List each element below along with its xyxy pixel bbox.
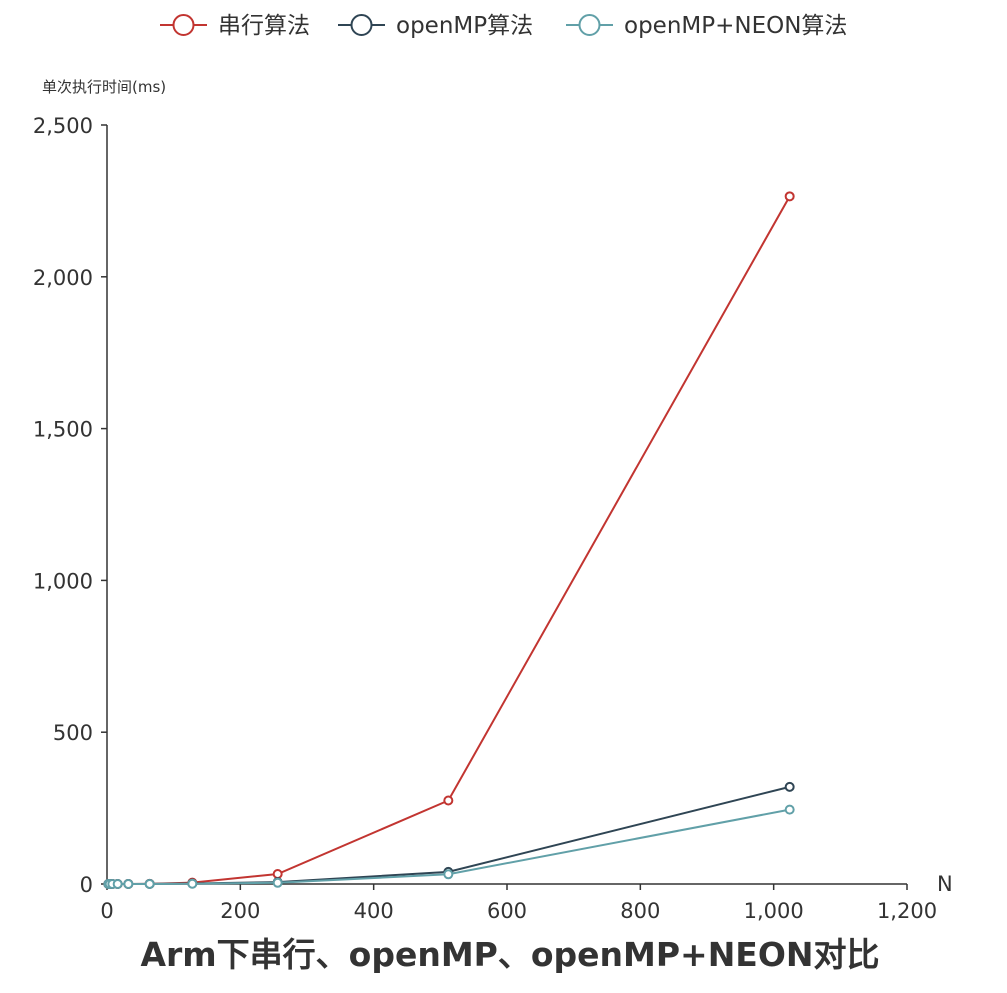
legend-label: openMP算法 — [396, 13, 533, 39]
data-point[interactable] — [187, 878, 198, 889]
x-tick-label: 400 — [354, 899, 394, 923]
x-tick-label: 0 — [100, 899, 113, 923]
series-3 — [103, 804, 795, 889]
legend-circle-icon — [350, 14, 373, 36]
data-point[interactable] — [443, 795, 454, 806]
data-point[interactable] — [784, 781, 795, 792]
y-tick-label: 2,500 — [33, 114, 93, 138]
data-point[interactable] — [784, 804, 795, 815]
legend-label: 串行算法 — [218, 13, 310, 39]
data-point[interactable] — [123, 878, 134, 889]
legend[interactable]: 串行算法 openMP算法 openMP+NEON算法 — [160, 13, 847, 39]
y-axis-label: 单次执行时间(ms) — [42, 78, 166, 96]
data-point[interactable] — [144, 878, 155, 889]
x-tick-label: 200 — [220, 899, 260, 923]
x-tick-label: 1,000 — [744, 899, 804, 923]
series-line — [108, 195, 791, 885]
legend-circle-icon — [172, 14, 195, 36]
y-tick-label: 1,000 — [33, 569, 93, 593]
legend-label: openMP+NEON算法 — [624, 13, 847, 39]
x-tick-label: 1,200 — [877, 899, 937, 923]
y-tick-label: 500 — [53, 721, 93, 745]
series-1 — [103, 191, 795, 889]
data-point[interactable] — [272, 868, 283, 879]
y-tick-label: 0 — [80, 873, 93, 897]
x-tick-label: 600 — [487, 899, 527, 923]
y-tick-label: 1,500 — [33, 418, 93, 442]
x-tick-label: 800 — [620, 899, 660, 923]
legend-item-3[interactable]: openMP+NEON算法 — [566, 13, 847, 39]
axes: 0 500 1,000 1,500 2,000 2,500 0 200 400 600 800 1,0… — [33, 114, 937, 923]
x-axis-label: N — [937, 872, 953, 896]
data-point[interactable] — [112, 879, 123, 889]
data-point[interactable] — [272, 877, 283, 888]
data-point[interactable] — [443, 869, 454, 880]
legend-item-1[interactable]: 串行算法 — [160, 13, 310, 39]
legend-item-2[interactable]: openMP算法 — [338, 13, 533, 39]
legend-circle-icon — [578, 14, 601, 36]
chart-title: Arm下串行、openMP、openMP+NEON对比 — [140, 935, 879, 974]
data-point[interactable] — [784, 191, 795, 202]
y-tick-label: 2,000 — [33, 266, 93, 290]
series-layer — [103, 191, 795, 889]
